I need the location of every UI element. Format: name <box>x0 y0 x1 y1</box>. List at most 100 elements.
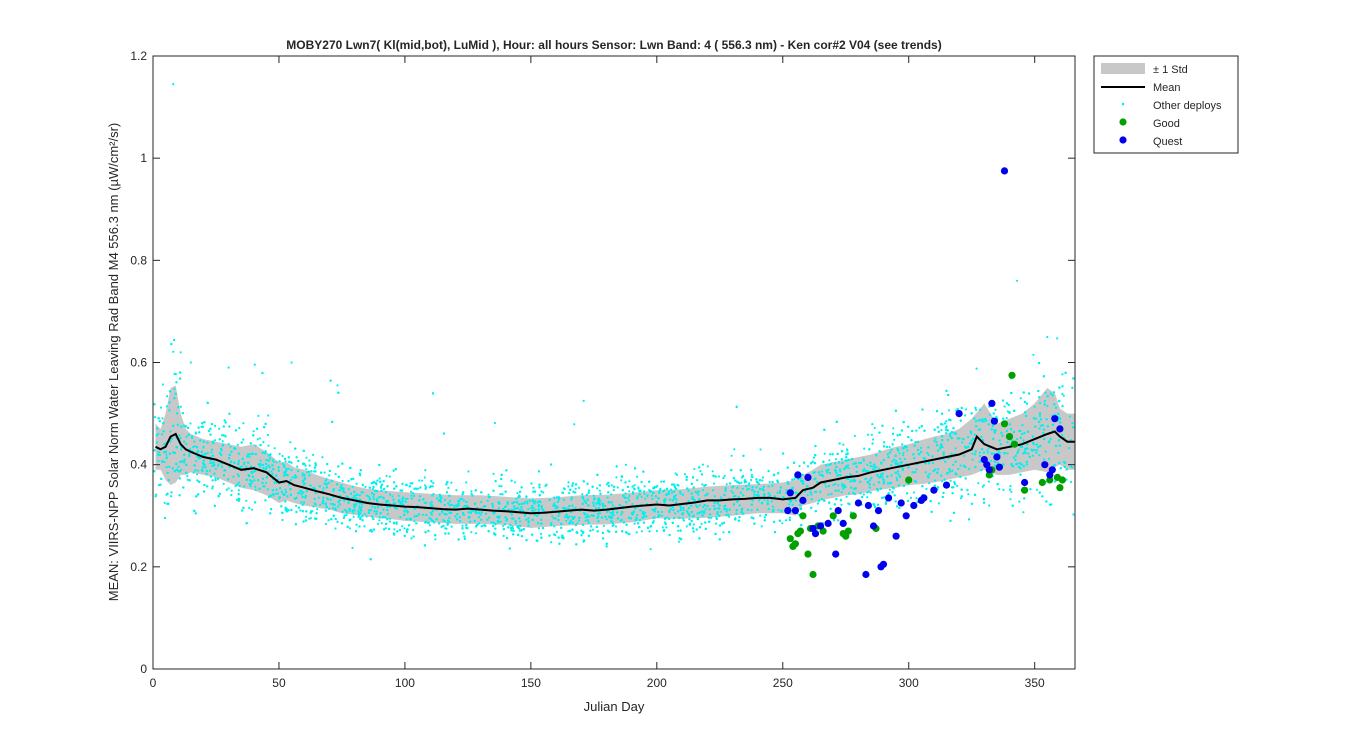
other-deploy-point <box>611 504 614 507</box>
other-deploy-point <box>242 438 245 441</box>
other-deploy-point <box>906 449 909 452</box>
other-deploy-point <box>863 447 866 450</box>
other-deploy-point <box>169 495 173 498</box>
other-deploy-point <box>450 481 453 484</box>
other-deploy-point <box>281 454 284 458</box>
other-deploy-point <box>443 503 446 506</box>
other-deploy-point <box>480 501 483 504</box>
other-deploy-point <box>862 493 866 496</box>
other-deploy-point <box>614 525 618 528</box>
other-deploy-point <box>254 485 257 488</box>
other-deploy-point <box>592 494 595 497</box>
other-deploy-point <box>602 524 606 528</box>
other-deploy-point <box>401 525 404 528</box>
other-deploy-point <box>954 447 957 450</box>
other-deploy-point <box>155 493 158 496</box>
other-deploy-point <box>273 447 276 450</box>
other-deploy-point <box>928 482 931 485</box>
other-deploy-point <box>643 490 646 493</box>
other-deploy-point <box>364 485 367 488</box>
other-deploy-point <box>423 484 427 487</box>
other-deploy-point <box>173 387 176 390</box>
other-deploy-point <box>697 493 700 496</box>
other-deploy-point <box>785 489 788 492</box>
other-deploy-point <box>674 472 677 475</box>
other-deploy-point <box>722 531 725 534</box>
other-deploy-point <box>430 513 433 516</box>
other-deploy-point <box>957 467 960 470</box>
other-deploy-point <box>798 465 801 468</box>
other-deploy-point <box>612 488 615 492</box>
other-deploy-point <box>197 469 200 472</box>
other-deploy-point <box>1006 410 1009 413</box>
other-deploy-point <box>314 492 317 495</box>
other-deploy-point <box>700 522 703 526</box>
other-deploy-point <box>750 473 754 476</box>
other-deploy-point <box>628 494 631 497</box>
other-deploy-point <box>445 527 448 530</box>
other-deploy-point <box>331 507 334 510</box>
other-deploy-point <box>372 498 375 501</box>
other-deploy-point <box>1049 392 1052 395</box>
other-deploy-point <box>403 527 406 530</box>
other-deploy-point <box>941 480 944 483</box>
other-deploy-point <box>411 492 415 495</box>
other-deploy-point <box>328 474 331 477</box>
other-deploy-point <box>221 444 224 447</box>
other-deploy-point <box>211 487 214 490</box>
other-deploy-point <box>676 473 679 476</box>
other-deploy-point <box>823 452 826 455</box>
other-deploy-point <box>784 519 788 522</box>
other-deploy-point <box>352 515 355 518</box>
other-deploy-point <box>902 451 905 454</box>
other-deploy-point <box>636 513 639 517</box>
other-deploy-point <box>542 491 545 494</box>
other-deploy-point <box>228 466 231 469</box>
other-deploy-point <box>730 490 733 493</box>
other-deploy-point <box>355 482 358 485</box>
other-deploy-point <box>948 409 951 412</box>
other-deploy-point <box>946 438 949 442</box>
other-deploy-point <box>327 519 330 522</box>
other-deploy-point <box>321 456 324 459</box>
other-deploy-point <box>428 524 431 527</box>
other-deploy-point <box>363 512 366 516</box>
other-deploy-point <box>567 481 570 484</box>
other-deploy-point <box>650 494 654 497</box>
other-deploy-point <box>358 505 361 508</box>
other-deploy-point <box>450 503 453 506</box>
other-deploy-point <box>581 493 584 496</box>
other-deploy-point <box>1061 434 1064 437</box>
other-deploy-point <box>271 459 274 462</box>
other-deploy-point <box>719 510 723 513</box>
other-deploy-point <box>234 485 237 488</box>
other-deploy-point <box>915 468 918 471</box>
other-deploy-point <box>934 479 937 482</box>
other-deploy-point <box>296 465 299 468</box>
other-deploy-point <box>693 467 696 471</box>
other-deploy-point <box>620 479 623 482</box>
other-deploy-point <box>842 443 845 446</box>
other-deploy-point <box>925 487 928 490</box>
other-deploy-point <box>213 439 217 442</box>
other-deploy-point <box>305 456 308 459</box>
other-deploy-point <box>788 503 791 506</box>
other-deploy-point <box>527 508 530 511</box>
other-deploy-point <box>462 499 465 502</box>
other-deploy-point <box>978 451 982 454</box>
other-deploy-point <box>299 509 302 512</box>
other-deploy-point <box>869 491 872 494</box>
other-deploy-point <box>236 473 239 476</box>
other-deploy-point <box>252 430 255 433</box>
other-deploy-point <box>781 522 784 525</box>
other-deploy-point <box>237 481 240 484</box>
other-deploy-point <box>178 434 181 437</box>
other-deploy-point <box>251 508 254 511</box>
other-deploy-point <box>301 472 304 475</box>
other-deploys-layer <box>153 83 1075 561</box>
other-deploy-point <box>295 504 298 507</box>
other-deploy-point <box>397 494 400 497</box>
other-deploy-point <box>248 506 251 510</box>
other-deploy-point <box>1069 465 1072 468</box>
other-deploy-point <box>360 505 363 508</box>
